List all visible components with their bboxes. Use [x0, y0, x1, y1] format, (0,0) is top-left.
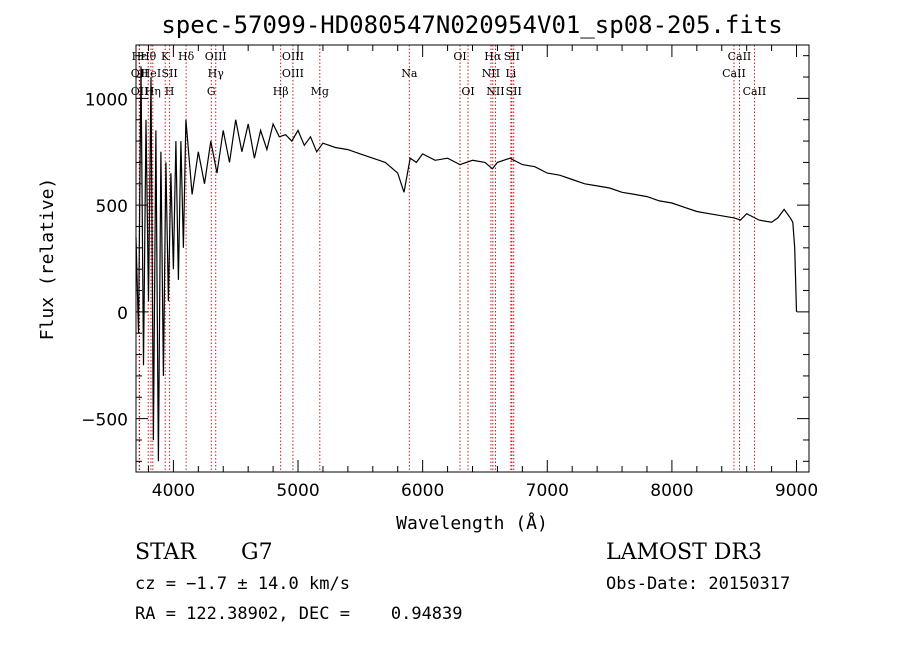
line-label: OIII	[205, 50, 227, 63]
line-label: OI	[461, 85, 474, 98]
y-tick-label: 1000	[85, 90, 128, 110]
y-tick-label: −500	[81, 411, 128, 431]
plot-frame	[135, 44, 810, 473]
line-label: Hδ	[178, 50, 195, 63]
line-label: K	[161, 50, 170, 63]
x-axis-ticks: 4000 5000 6000 7000 8000 9000	[147, 45, 818, 501]
y-axis-label: Flux (relative)	[37, 178, 58, 341]
obs-date: Obs-Date: 20150317	[606, 574, 790, 594]
y-axis-ticks: −500 0 500 1000	[81, 55, 809, 462]
line-label-group: Hε OII OII Hθ HeI Hη K SII H Hδ OIII Hγ G OIII OIII Hβ M…	[131, 50, 766, 98]
y-tick-label: 0	[117, 304, 128, 324]
line-label: Mg	[311, 85, 329, 98]
spectrum-line	[135, 66, 798, 462]
x-tick-label: 8000	[650, 481, 693, 501]
coordinates-text: RA = 122.38902, DEC = 0.94839	[135, 604, 463, 624]
survey-name: LAMOST DR3	[606, 540, 762, 565]
x-tick-label: 9000	[775, 481, 818, 501]
x-tick-label: 4000	[152, 481, 195, 501]
x-tick-label: 7000	[526, 481, 569, 501]
x-axis-label: Wavelength (Å)	[396, 512, 548, 534]
line-label: G	[207, 85, 216, 98]
line-label: Hβ	[273, 85, 289, 98]
object-subclass: G7	[241, 540, 273, 565]
line-label: OIII	[282, 67, 304, 80]
line-label: CaII	[722, 67, 746, 80]
line-label: Li	[505, 67, 516, 80]
line-label: OII	[131, 67, 149, 80]
line-label: H	[165, 85, 175, 98]
line-label: Hγ	[208, 67, 225, 80]
line-label: NII	[486, 85, 504, 98]
redshift-text: cz = −1.7 ± 14.0 km/s	[135, 574, 350, 594]
line-label: OII	[131, 85, 149, 98]
line-label: Na	[401, 67, 418, 80]
line-label: Hθ	[140, 50, 157, 63]
line-label: CaII	[728, 50, 752, 63]
line-label: HeI	[141, 67, 161, 80]
object-class: STAR	[135, 540, 197, 565]
line-label: SII	[162, 67, 178, 80]
line-label: OI	[453, 50, 466, 63]
line-label: Hη	[145, 85, 161, 98]
y-tick-label: 500	[96, 197, 128, 217]
line-label: NII	[482, 67, 500, 80]
line-label: SII	[504, 50, 520, 63]
x-tick-label: 5000	[276, 481, 319, 501]
line-marker-group	[138, 45, 755, 472]
line-label: OIII	[282, 50, 304, 63]
x-tick-label: 6000	[401, 481, 444, 501]
line-label: Hα	[484, 50, 502, 63]
line-label: Hε	[132, 50, 148, 63]
line-label: SII	[506, 85, 522, 98]
line-label: CaII	[743, 85, 767, 98]
chart-title: spec-57099-HD080547N020954V01_sp08-205.f…	[161, 11, 782, 39]
